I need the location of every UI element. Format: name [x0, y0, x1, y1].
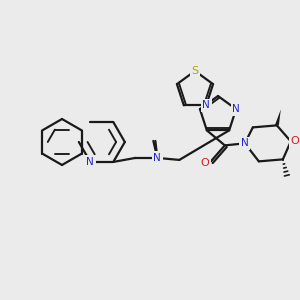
- Polygon shape: [275, 110, 281, 125]
- Text: N: N: [154, 153, 161, 163]
- Text: N: N: [241, 138, 249, 148]
- Text: O: O: [200, 158, 209, 168]
- Text: O: O: [290, 136, 299, 146]
- Text: S: S: [191, 66, 199, 76]
- Text: N: N: [86, 157, 94, 167]
- Text: N: N: [202, 100, 210, 110]
- Text: N: N: [232, 104, 240, 114]
